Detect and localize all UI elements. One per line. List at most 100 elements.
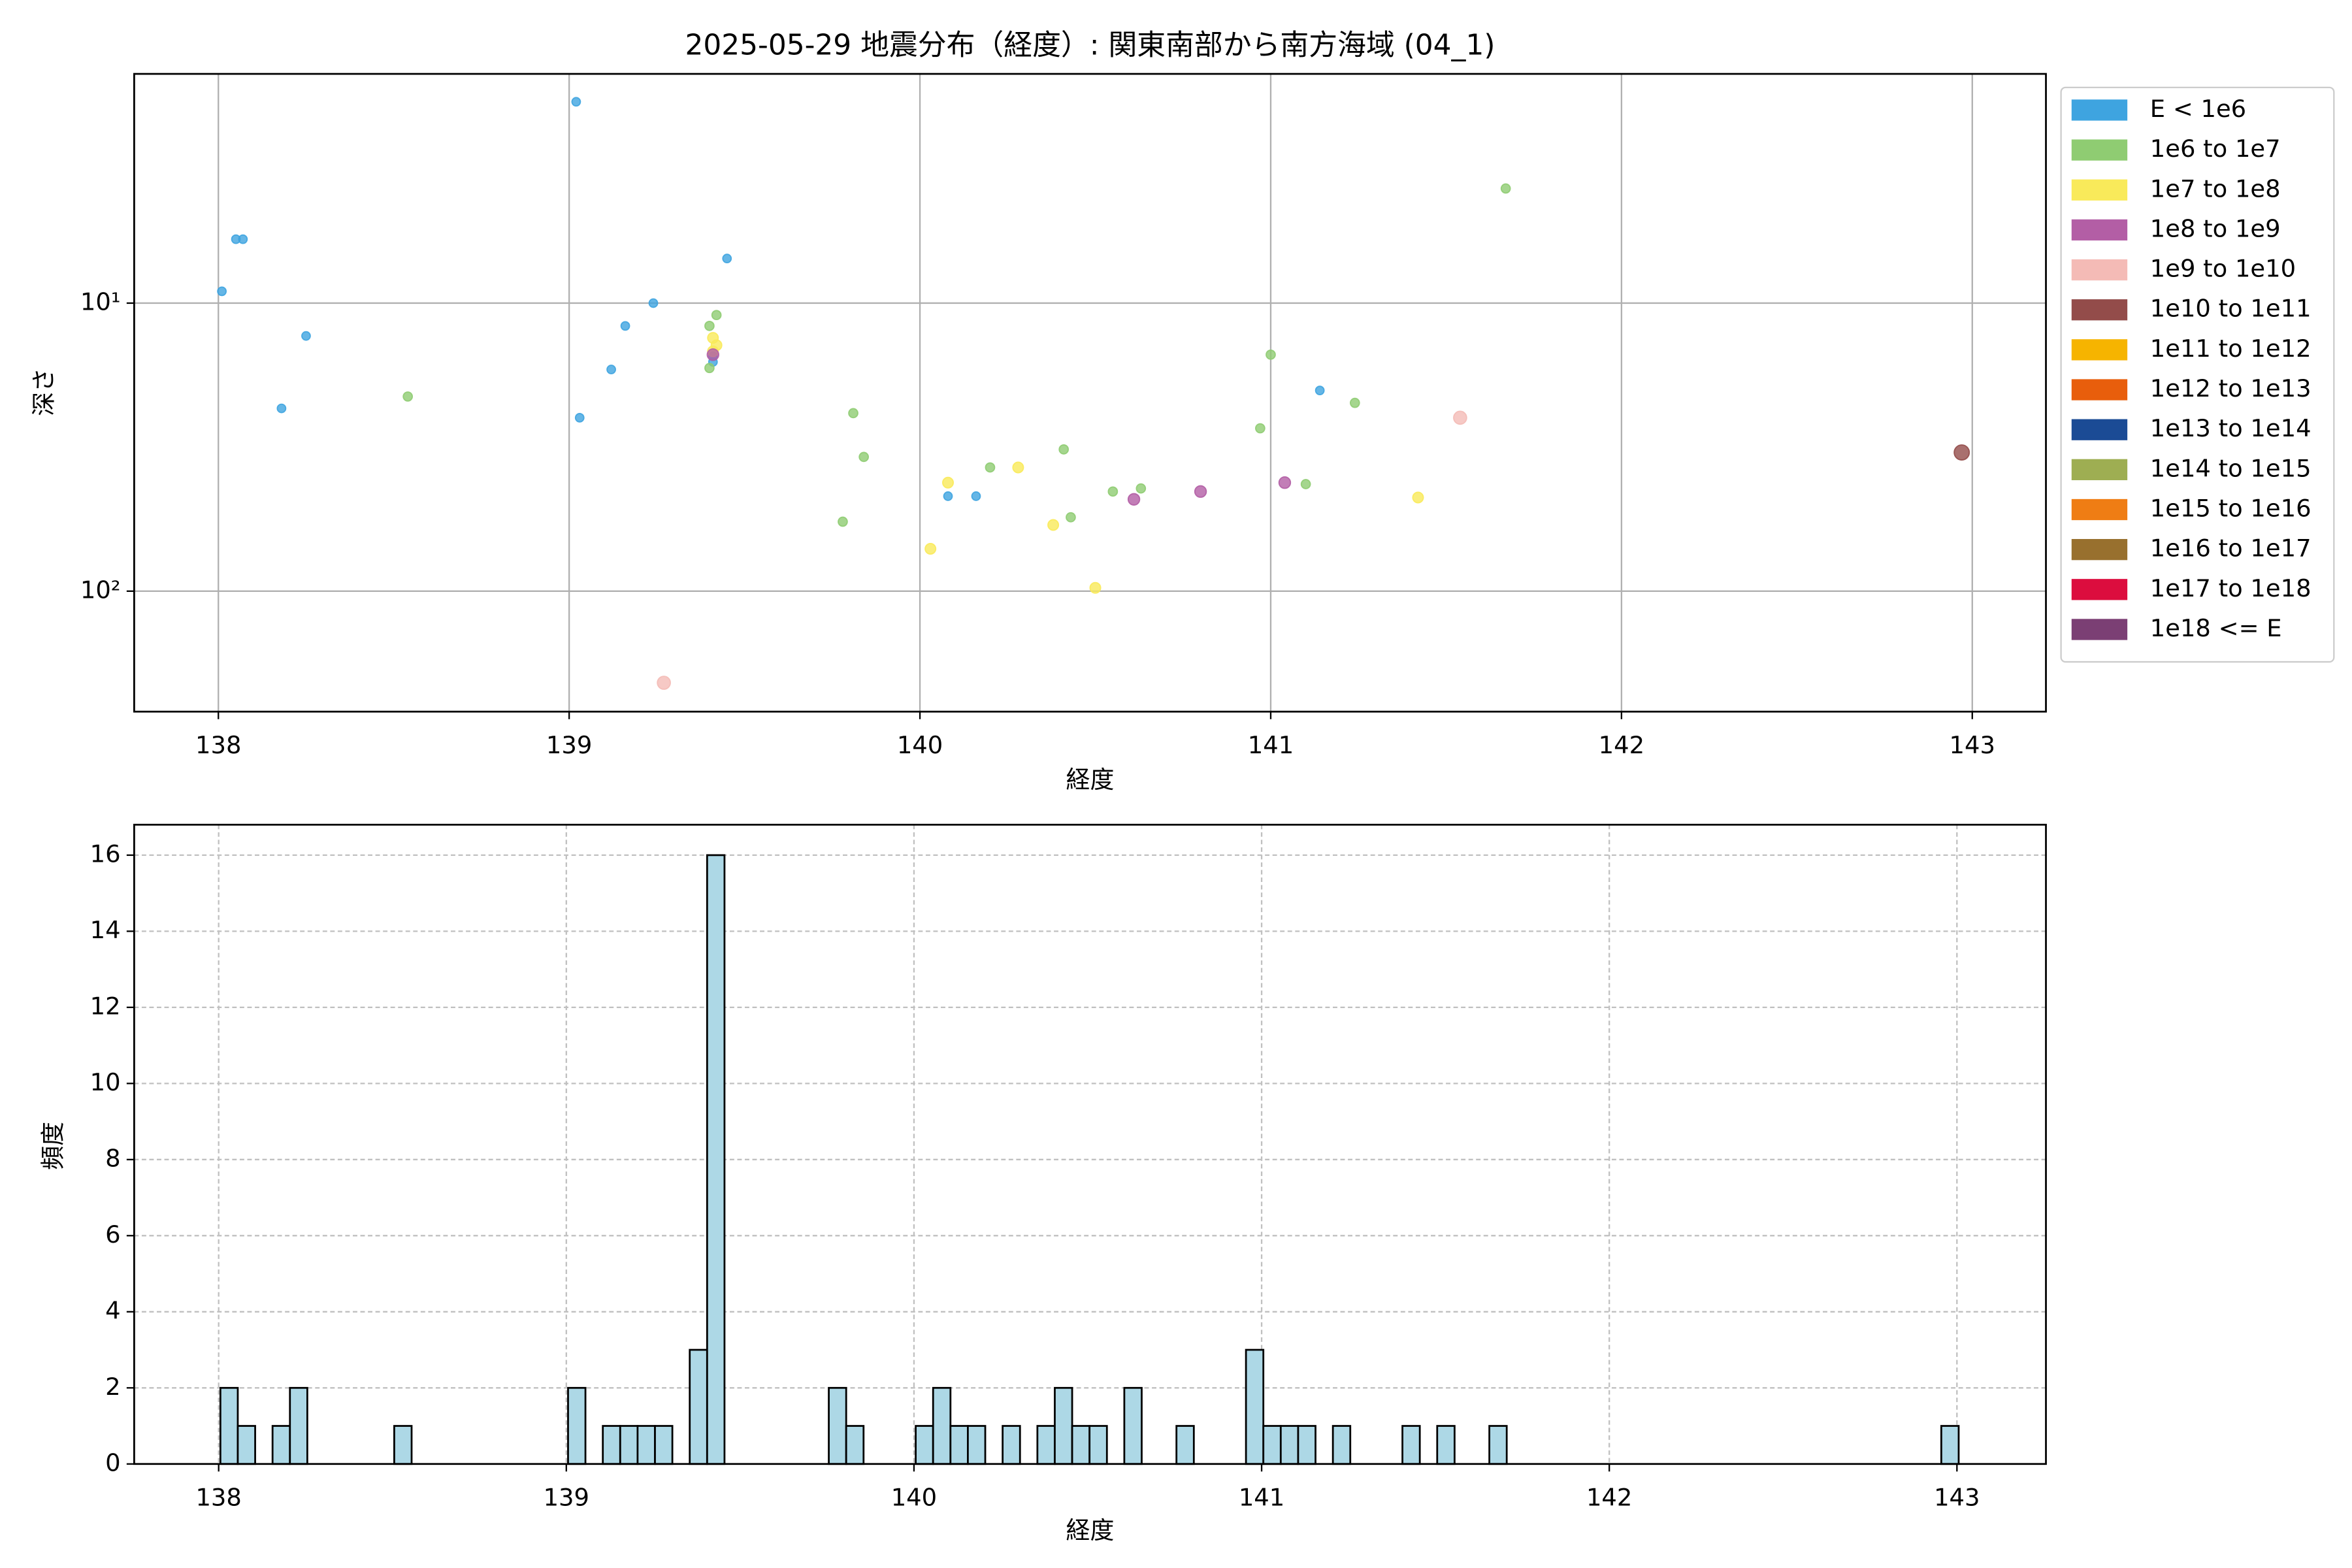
data-point bbox=[1349, 397, 1360, 408]
histogram-bar bbox=[967, 1425, 987, 1465]
data-point bbox=[238, 234, 248, 244]
data-point bbox=[1194, 485, 1207, 498]
legend-swatch bbox=[2071, 419, 2128, 440]
y-axis-label: 頻度 bbox=[39, 1122, 67, 1170]
histogram-bar bbox=[915, 1425, 934, 1465]
legend-label: 1e8 to 1e9 bbox=[2150, 214, 2281, 242]
x-tick-label: 142 bbox=[1599, 731, 1644, 759]
legend-swatch bbox=[2071, 379, 2128, 400]
y-tick-label: 14 bbox=[90, 916, 121, 944]
legend-label: 1e11 to 1e12 bbox=[2150, 335, 2311, 363]
histogram-bar bbox=[1175, 1425, 1195, 1465]
histogram-bar bbox=[1279, 1425, 1299, 1465]
histogram-bar bbox=[1488, 1425, 1508, 1465]
data-point bbox=[1089, 581, 1102, 594]
legend-swatch bbox=[2071, 619, 2128, 640]
histogram-bar bbox=[1054, 1386, 1073, 1465]
histogram-bar bbox=[654, 1425, 674, 1465]
data-point bbox=[1266, 350, 1276, 360]
histogram-bar bbox=[949, 1425, 969, 1465]
histogram-bar bbox=[706, 854, 726, 1465]
x-tick-label: 141 bbox=[1248, 731, 1294, 759]
histogram-bar bbox=[845, 1425, 865, 1465]
histogram-bar bbox=[1036, 1425, 1056, 1465]
data-point bbox=[1107, 486, 1119, 497]
data-point bbox=[620, 321, 630, 331]
data-point bbox=[858, 451, 870, 463]
histogram-bar bbox=[602, 1425, 621, 1465]
histogram-bar bbox=[619, 1425, 639, 1465]
data-point bbox=[606, 365, 616, 374]
data-point bbox=[657, 676, 671, 690]
data-point bbox=[648, 298, 659, 308]
histogram-bar bbox=[289, 1386, 308, 1465]
x-tick-label: 143 bbox=[1934, 1483, 1980, 1511]
chart-title: 2025-05-29 地震分布（経度）: 関東南部から南方海域 (04_1) bbox=[685, 29, 1495, 62]
x-tick-label: 140 bbox=[891, 1483, 937, 1511]
legend-label: 1e12 to 1e13 bbox=[2150, 374, 2311, 402]
histogram-bar bbox=[636, 1425, 656, 1465]
plot-frame bbox=[133, 823, 2047, 1465]
data-point bbox=[1315, 385, 1325, 396]
legend-box bbox=[2060, 86, 2335, 663]
data-point bbox=[217, 286, 227, 297]
histogram-bar bbox=[1123, 1386, 1143, 1465]
legend-label: 1e16 to 1e17 bbox=[2150, 534, 2311, 563]
data-point bbox=[704, 321, 715, 331]
histogram-bar bbox=[1071, 1425, 1091, 1465]
histogram-bar bbox=[828, 1386, 847, 1465]
x-axis-label: 経度 bbox=[1066, 1516, 1115, 1544]
histogram-bar bbox=[1245, 1348, 1265, 1465]
y-tick-label: 10² bbox=[80, 576, 121, 604]
data-point bbox=[1278, 476, 1292, 489]
data-point bbox=[1500, 183, 1511, 194]
legend-swatch bbox=[2071, 339, 2128, 361]
data-point bbox=[971, 491, 981, 501]
legend-swatch bbox=[2071, 259, 2128, 281]
legend-swatch bbox=[2071, 179, 2128, 201]
y-tick-label: 12 bbox=[90, 992, 121, 1020]
y-tick-label: 10¹ bbox=[80, 287, 121, 316]
x-tick-label: 138 bbox=[195, 1483, 241, 1511]
data-point bbox=[711, 310, 722, 321]
data-point bbox=[276, 403, 287, 414]
histogram-bar bbox=[219, 1386, 239, 1465]
histogram-bar bbox=[393, 1425, 413, 1465]
legend-swatch bbox=[2071, 299, 2128, 321]
legend-label: 1e9 to 1e10 bbox=[2150, 255, 2296, 283]
data-point bbox=[1012, 461, 1024, 474]
data-point bbox=[571, 97, 581, 107]
data-point bbox=[706, 348, 719, 361]
legend-label: 1e17 to 1e18 bbox=[2150, 574, 2311, 602]
legend-swatch bbox=[2071, 99, 2128, 121]
y-tick-label: 16 bbox=[90, 840, 121, 868]
data-point bbox=[848, 408, 858, 419]
legend-swatch bbox=[2071, 579, 2128, 600]
legend-label: E < 1e6 bbox=[2150, 95, 2246, 123]
histogram-bar bbox=[237, 1425, 256, 1465]
legend-label: 1e15 to 1e16 bbox=[2150, 495, 2311, 523]
histogram-bar bbox=[1401, 1425, 1421, 1465]
y-tick-label: 6 bbox=[105, 1220, 120, 1249]
y-tick-label: 4 bbox=[105, 1296, 120, 1324]
x-tick-label: 141 bbox=[1239, 1483, 1284, 1511]
y-tick-label: 2 bbox=[105, 1373, 120, 1401]
data-point bbox=[985, 462, 996, 473]
legend-swatch bbox=[2071, 219, 2128, 241]
data-point bbox=[1127, 493, 1141, 506]
legend-swatch bbox=[2071, 498, 2128, 521]
legend-label: 1e7 to 1e8 bbox=[2150, 174, 2281, 203]
legend-swatch bbox=[2071, 539, 2128, 561]
x-axis-label: 経度 bbox=[1066, 766, 1115, 794]
legend-swatch bbox=[2071, 139, 2128, 161]
data-point bbox=[1047, 519, 1060, 531]
histogram-bar bbox=[1262, 1425, 1282, 1465]
legend-swatch bbox=[2071, 459, 2128, 480]
y-axis-label: 深さ bbox=[30, 368, 58, 416]
data-point bbox=[574, 413, 585, 423]
data-point bbox=[942, 476, 955, 489]
x-tick-label: 143 bbox=[1950, 731, 1995, 759]
plot-frame bbox=[133, 73, 2047, 713]
